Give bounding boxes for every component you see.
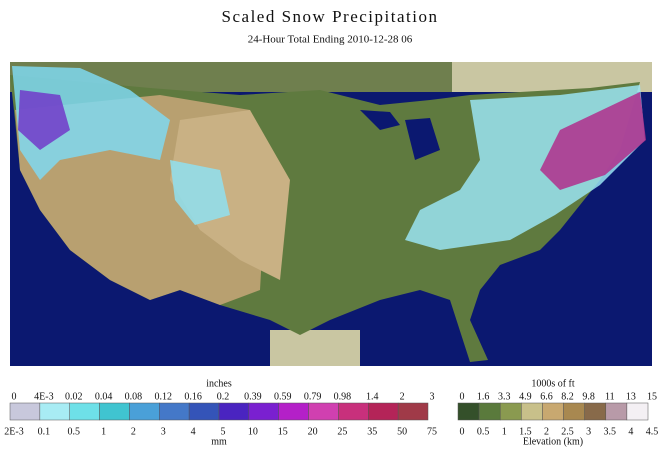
legend-top-label: 1.6 [477,391,490,402]
legend-swatch [39,402,70,421]
legend-bottom-label: 1 [502,426,507,437]
lake [360,110,400,130]
legend-bottom-label: 1.5 [519,426,532,437]
legend-swatch [218,402,250,421]
legend-swatch [521,402,543,421]
legend-bottom-label: 2 [544,426,549,437]
legend-top-label: 3.3 [498,391,511,402]
snow-rockies [170,160,230,225]
legend-swatch [626,402,649,421]
legend-bottom-label: 15 [278,426,288,437]
legend-bottom-label: 0.5 [477,426,490,437]
legend-bottom-label: 1 [101,426,106,437]
legend-bottom-label: 2.5 [561,426,574,437]
legend-top-label: 15 [647,391,657,402]
snow-heavy-west [18,90,70,150]
legend-bottom-label: 20 [308,426,318,437]
snow-heavy-east [540,92,646,190]
legend-swatch [368,402,399,421]
legend-swatch [9,402,41,421]
legend-top-label: 0.12 [155,391,173,402]
legend-top-label: 4.9 [519,391,532,402]
legend-bottom-label: 3 [586,426,591,437]
legend-swatch [397,402,429,421]
map [10,62,652,366]
legend-bottom-label: 0.5 [67,426,80,437]
legend-swatch [605,402,628,421]
legend-top-label: 0.08 [125,391,143,402]
legend-swatch [69,402,100,421]
legend-swatch [159,402,190,421]
legend-bottom-label: 0 [460,426,465,437]
legend-bottom-label: 2 [131,426,136,437]
legend-bottom-label: 5 [221,426,226,437]
mexico [270,330,360,366]
legend-swatch [99,402,130,421]
legend-bottom-label: 25 [337,426,347,437]
legend-swatch [338,402,369,421]
legend-bottom-label: 4 [628,426,633,437]
legend-top-label: 0.79 [304,391,322,402]
legend-swatch [542,402,564,421]
legend-swatch [129,402,160,421]
legend-top-label: 13 [626,391,636,402]
legend-unit: mm [211,436,227,447]
legend-swatch [248,402,279,421]
plains [170,110,290,280]
legend-top-label: 0 [12,391,17,402]
legend-top-label: 0 [460,391,465,402]
legend-top-label: 0.16 [184,391,202,402]
legend-top-label: 4E-3 [34,391,53,402]
legend-top-label: 0.2 [217,391,230,402]
legend-swatch [499,402,522,421]
legend-bottom-label: 3.5 [604,426,617,437]
legend-bottom-label: 75 [427,426,437,437]
legend-swatch [308,402,339,421]
legend-top-label: 8.2 [561,391,574,402]
legend-unit: Elevation (km) [523,436,583,447]
legend-top-label: 9.8 [582,391,595,402]
legend-top-label: 11 [605,391,615,402]
legend-bottom-label: 35 [367,426,377,437]
legend-top-label: 0.04 [95,391,113,402]
legend-top-label: 6.6 [540,391,553,402]
legend-bottom-label: 3 [161,426,166,437]
legend-bottom-label: 0.1 [38,426,51,437]
legend-swatch [478,402,501,421]
legend-swatch [188,402,220,421]
lake [405,118,440,160]
legend-top-label: 1.4 [366,391,379,402]
legend-top-label: 3 [430,391,435,402]
subtitle: 24-Hour Total Ending 2010-12-28 06 [248,34,413,46]
legend-bottom-label: 10 [248,426,258,437]
legend-swatch [563,402,585,421]
legend-swatch [584,402,607,421]
legend-bottom-label: 4.5 [646,426,659,437]
legend-unit: 1000s of ft [531,378,575,389]
legend-swatch [457,402,480,421]
legend-top-label: 0.02 [65,391,83,402]
legend-bottom-label: 2E-3 [4,426,23,437]
legend-top-label: 0.39 [244,391,262,402]
legend-unit: inches [206,378,232,389]
legend-bottom-label: 50 [397,426,407,437]
legend-top-label: 0.59 [274,391,292,402]
legend-swatch [278,402,309,421]
legend-top-label: 2 [400,391,405,402]
legend-bottom-label: 4 [191,426,196,437]
title: Scaled Snow Precipitation [222,7,439,26]
legend-top-label: 0.98 [334,391,352,402]
